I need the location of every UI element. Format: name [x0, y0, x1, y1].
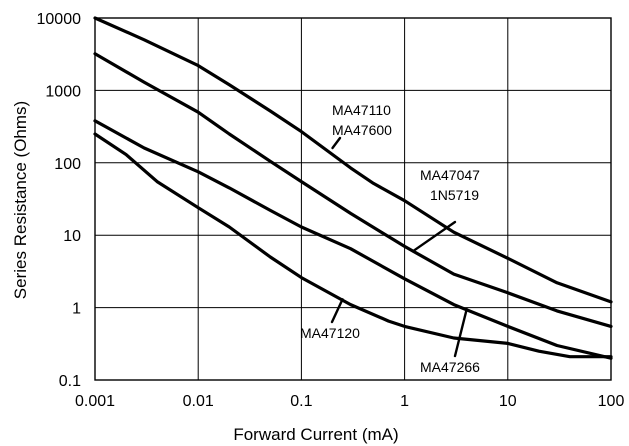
series-line-3 [93, 119, 613, 360]
x-tick-label: 0.01 [183, 393, 214, 410]
y-tick-label: 1 [72, 301, 81, 318]
y-axis-title: Series Resistance (Ohms) [11, 101, 30, 299]
label-leader-line-1 [331, 136, 342, 150]
label-ma47120: MA47120 [300, 325, 360, 341]
y-tick-label: 1000 [45, 83, 81, 100]
series-line-4 [93, 132, 613, 359]
label-1n5719: 1N5719 [430, 187, 479, 203]
x-tick-label: 0.001 [75, 393, 115, 410]
x-tick-label: 10 [499, 393, 517, 410]
label-ma47047-1n5719: MA47047 1N5719 [420, 167, 484, 203]
series-line-2 [93, 52, 613, 328]
label-ma47110-ma47600: MA47110 MA47600 [332, 102, 395, 138]
label-leader-line-4 [453, 308, 468, 358]
label-ma47110: MA47110 [332, 102, 391, 118]
label-ma47266: MA47266 [420, 359, 480, 375]
y-tick-label: 10000 [37, 11, 82, 28]
x-tick-label: 100 [598, 393, 625, 410]
label-ma47047: MA47047 [420, 167, 480, 183]
y-tick-label: 10 [63, 228, 81, 245]
x-axis-title: Forward Current (mA) [233, 425, 398, 444]
label-ma47600: MA47600 [332, 122, 392, 138]
y-tick-label: 0.1 [59, 373, 81, 390]
label-leader-line-3 [330, 298, 344, 324]
x-tick-label: 0.1 [290, 393, 312, 410]
tick-labels: 0.001 0.01 0.1 1 10 100 0.1 1 10 100 1000 10000 [37, 11, 625, 410]
series-line-1 [93, 16, 613, 304]
plot-frame [94, 17, 612, 381]
label-leaders [330, 136, 468, 358]
label-leader-line-2 [411, 220, 457, 253]
curves [93, 16, 613, 360]
y-tick-label: 100 [54, 156, 81, 173]
x-tick-label: 1 [400, 393, 409, 410]
